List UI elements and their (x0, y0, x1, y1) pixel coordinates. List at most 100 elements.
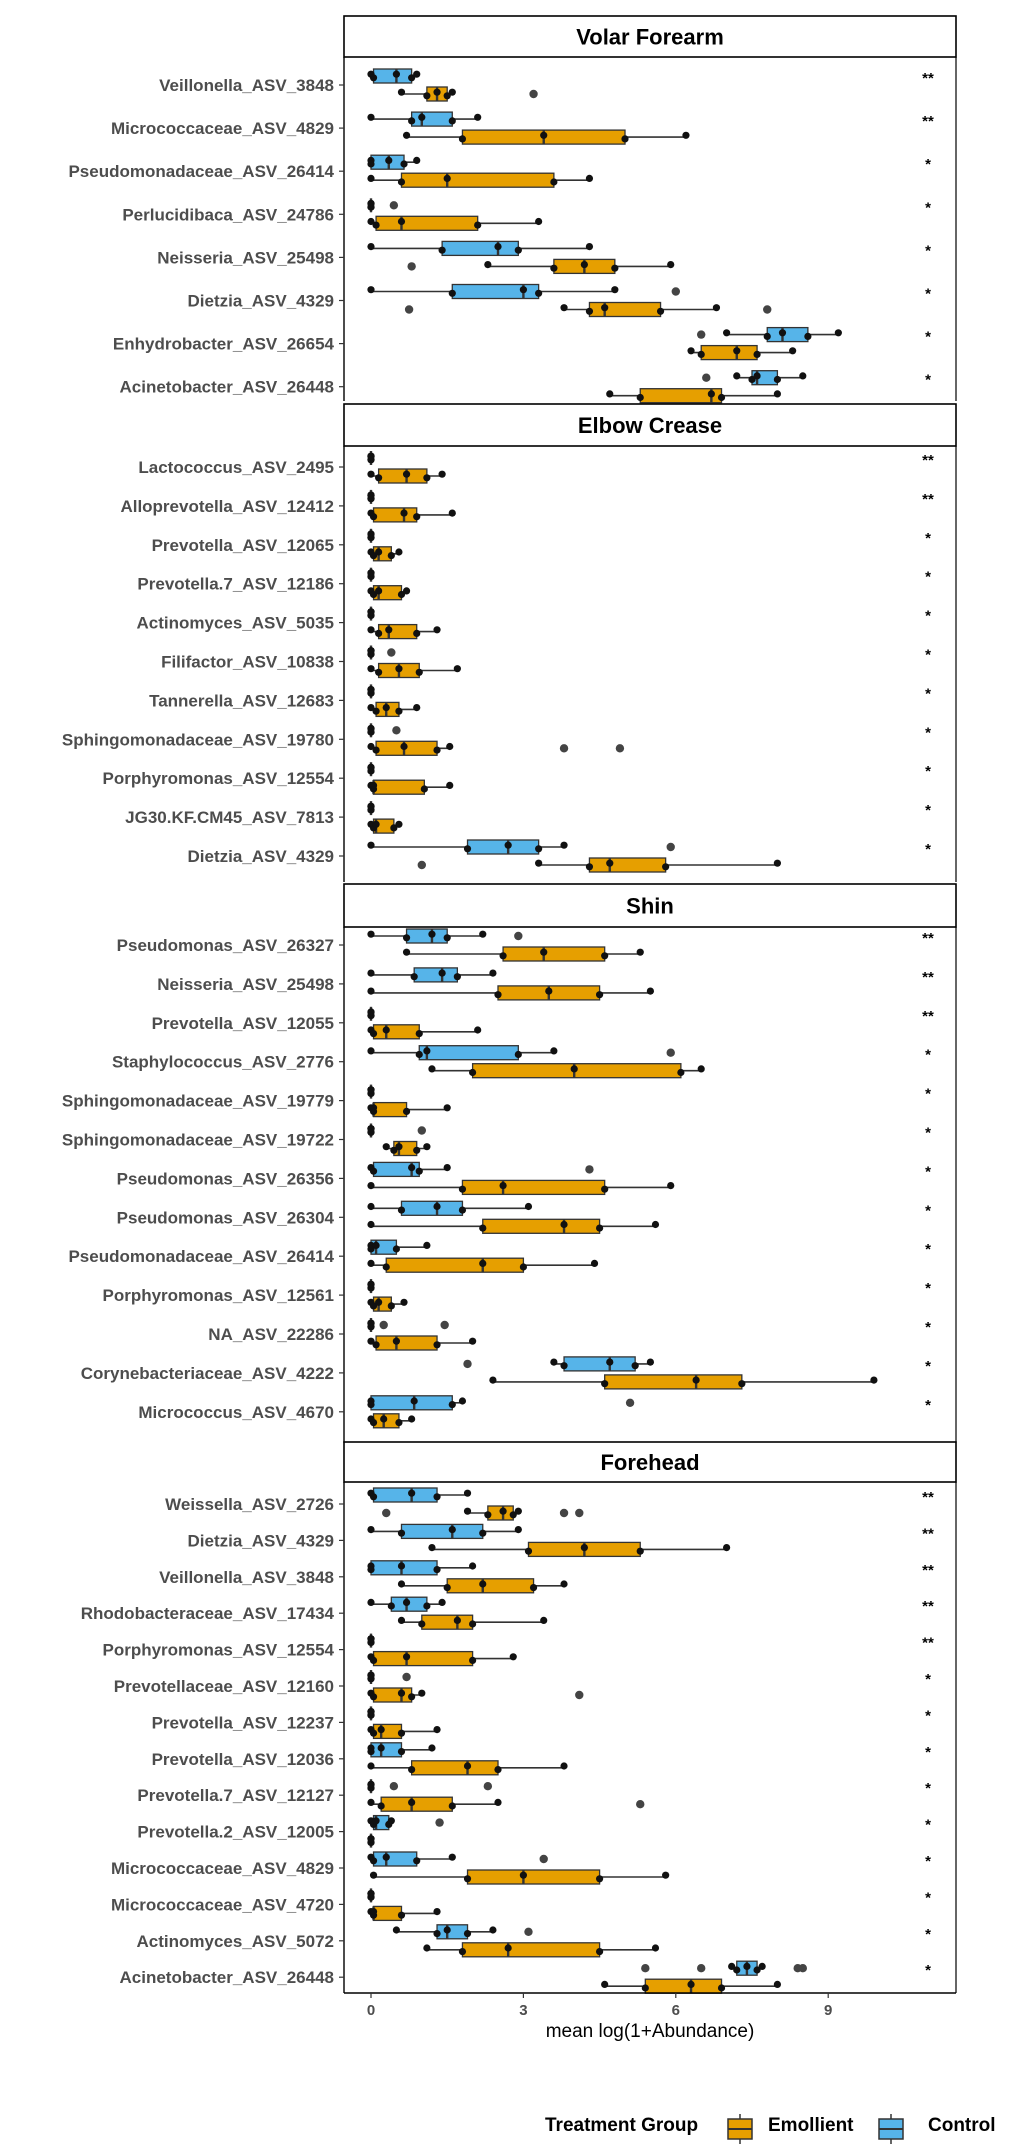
control-box (733, 370, 807, 386)
taxon-label: NA_ASV_22286 (208, 1325, 334, 1344)
control-box-point (369, 1857, 378, 1865)
emollient-box-point (369, 1656, 378, 1664)
significance-marker: ** (922, 969, 934, 986)
emollient-box-point (397, 590, 406, 599)
significance-marker: * (925, 1125, 931, 1142)
significance-marker: * (925, 1671, 931, 1688)
taxon-row: Veillonella_ASV_3848 ** (159, 1560, 934, 1594)
control-box-point (535, 289, 543, 297)
significance-marker: * (925, 685, 931, 702)
emollient-box (367, 1833, 375, 1848)
emollient-box-point (382, 1143, 390, 1151)
emollient-box-point (367, 1798, 375, 1806)
emollient-box-point (601, 304, 609, 312)
significance-marker: ** (922, 930, 934, 947)
control-box-point (763, 332, 771, 340)
emollient-box-point (519, 1871, 528, 1879)
emollient-box-point (433, 1341, 441, 1349)
emollient-box (369, 1869, 670, 1885)
emollient-box-point (611, 264, 619, 272)
taxon-row: Filifactor_ASV_10838 * (161, 645, 931, 679)
significance-marker: * (925, 1744, 931, 1761)
outlier-point (636, 1800, 645, 1809)
emollient-box-point (717, 1984, 726, 1992)
emollient-box-box (461, 1942, 601, 1958)
taxon-label: Acinetobacter_ASV_26448 (119, 378, 334, 397)
emollient-box (397, 1578, 568, 1594)
emollient-box-point (585, 174, 594, 182)
emollient-box-point (369, 1908, 378, 1916)
control-box (367, 839, 568, 855)
emollient-box-point (433, 1726, 441, 1734)
emollient-box-point (479, 1580, 487, 1588)
emollient-box (397, 86, 456, 102)
emollient-box-box (372, 1905, 403, 1922)
emollient-box-point (479, 1259, 487, 1267)
emollient-box-point (369, 781, 378, 790)
control-box (367, 1888, 375, 1903)
emollient-box-point (369, 1104, 378, 1112)
control-box-point (369, 1493, 378, 1501)
control-box-point (733, 372, 741, 380)
emollient-box-point (636, 393, 644, 402)
emollient-box (367, 1650, 517, 1667)
control-box-box (400, 1523, 484, 1540)
control-box (367, 684, 375, 699)
taxon-label: Sphingomonadaceae_ASV_19780 (62, 730, 334, 749)
control-box-point (728, 1962, 736, 1970)
taxon-row: Weissella_ASV_2726 ** (165, 1487, 934, 1521)
emollient-box (535, 857, 782, 873)
taxon-label: Perlucidibaca_ASV_24786 (122, 205, 334, 224)
emollient-box-point (469, 1068, 477, 1077)
significance-marker: * (925, 1926, 931, 1943)
emollient-box-point (367, 1182, 375, 1190)
emollient-box (367, 779, 454, 795)
taxon-row: Prevotella_ASV_12065 * (152, 528, 931, 562)
control-box-point (611, 286, 619, 294)
emollient-box-box (372, 1723, 403, 1740)
taxon-label: Rhodobacteraceae_ASV_17434 (81, 1604, 335, 1623)
control-box-box (410, 111, 453, 127)
emollient-box-point (377, 1802, 385, 1810)
control-box-point (367, 1047, 375, 1055)
emollient-box-point (400, 1298, 408, 1306)
control-box (367, 240, 594, 257)
control-box (367, 1239, 431, 1255)
emollient-box-box (385, 1257, 525, 1273)
emollient-box-point (418, 1620, 426, 1628)
emollient-box-point (413, 629, 421, 638)
taxon-label: Prevotella_ASV_12036 (152, 1750, 334, 1769)
outlier-point (575, 1690, 584, 1700)
emollient-box-point (596, 991, 604, 999)
taxon-label: Weissella_ASV_2726 (165, 1495, 334, 1514)
control-box-point (367, 286, 375, 294)
emollient-box (367, 172, 594, 188)
emollient-box-point (367, 470, 375, 478)
taxon-label: Porphyromonas_ASV_12554 (103, 1641, 335, 1660)
emollient-box-point (469, 1337, 477, 1345)
emollient-box-point (606, 390, 614, 398)
significance-marker: * (925, 1086, 931, 1103)
control-box-box (413, 967, 459, 983)
control-box-point (550, 1047, 558, 1055)
significance-marker: * (925, 1853, 931, 1870)
emollient-box-point (479, 1224, 487, 1232)
control-box-point (413, 1857, 421, 1865)
emollient-box-point (433, 626, 441, 634)
significance-marker: * (925, 372, 931, 389)
taxon-row: Porphyromonas_ASV_12561 * (103, 1279, 931, 1312)
control-box-point (606, 1358, 614, 1366)
emollient-box-point (753, 350, 761, 358)
control-box-point (773, 375, 782, 384)
control-box-point (369, 1167, 378, 1175)
significance-marker: ** (922, 452, 934, 469)
control-box-box (436, 1924, 469, 1940)
emollient-box-point (519, 1263, 528, 1271)
significance-marker: * (925, 1780, 931, 1797)
control-box (367, 567, 375, 582)
taxon-row: Sphingomonadaceae_ASV_19722 * (62, 1123, 931, 1157)
x-tick-label: 3 (519, 2002, 527, 2019)
significance-marker: * (925, 199, 931, 216)
emollient-box-point (596, 1948, 604, 1956)
control-box-point (400, 160, 408, 168)
